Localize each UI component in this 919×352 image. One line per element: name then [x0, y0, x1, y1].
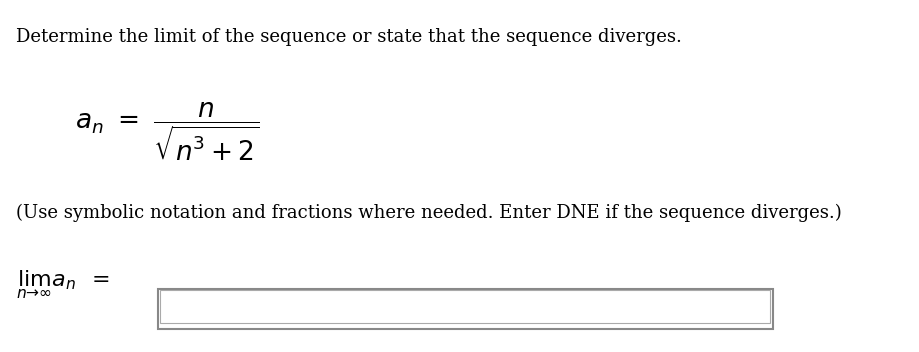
FancyBboxPatch shape [160, 290, 769, 323]
Text: $a_{n} \ = \ \dfrac{n}{\sqrt{n^3 + 2}}$: $a_{n} \ = \ \dfrac{n}{\sqrt{n^3 + 2}}$ [75, 100, 260, 162]
Text: Determine the limit of the sequence or state that the sequence diverges.: Determine the limit of the sequence or s… [16, 28, 681, 46]
Text: (Use symbolic notation and fractions where needed. Enter DNE if the sequence div: (Use symbolic notation and fractions whe… [16, 203, 841, 222]
FancyBboxPatch shape [158, 289, 772, 329]
Text: $\lim_{n \to \infty} a_n \ =$: $\lim_{n \to \infty} a_n \ =$ [16, 268, 109, 301]
